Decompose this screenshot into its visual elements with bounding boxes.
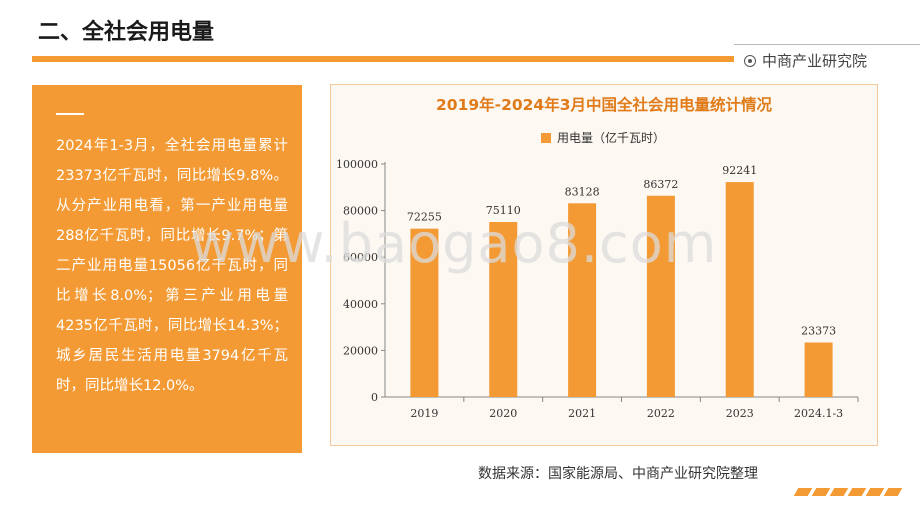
summary-text: 2024年1-3月，全社会用电量累计23373亿千瓦时，同比增长9.8%。从分产… [56, 138, 288, 394]
page-title: 二、全社会用电量 [38, 20, 215, 45]
summary-panel: 2024年1-3月，全社会用电量累计23373亿千瓦时，同比增长9.8%。从分产… [32, 85, 302, 453]
chart-title: 2019年-2024年3月中国全社会用电量统计情况 [436, 96, 772, 114]
bar-value-label: 23373 [801, 325, 836, 338]
data-source: 数据来源：国家能源局、中商产业研究院整理 [478, 466, 758, 482]
y-tick-label: 20000 [343, 344, 378, 357]
x-tick-label: 2020 [489, 407, 517, 420]
legend-label: 用电量（亿千瓦时） [557, 131, 666, 145]
chart-legend: 用电量（亿千瓦时） [541, 129, 665, 146]
y-tick-label: 80000 [343, 205, 378, 218]
header-divider [734, 44, 920, 45]
legend-swatch [541, 132, 551, 143]
bar-value-label: 72255 [407, 211, 442, 224]
bar-value-label: 75110 [486, 204, 521, 217]
bar [646, 195, 675, 397]
bar [725, 182, 754, 397]
bar [568, 203, 597, 397]
x-tick-label: 2021 [568, 407, 596, 420]
bar [410, 228, 439, 397]
bar-value-label: 92241 [722, 164, 757, 177]
decorative-stripes [793, 488, 920, 500]
brand-logo-icon [744, 54, 756, 67]
y-tick-label: 40000 [343, 298, 378, 311]
brand: 中商产业研究院 [744, 50, 867, 71]
y-tick-label: 60000 [343, 251, 378, 264]
x-tick-label: 2023 [726, 407, 754, 420]
y-tick-label: 100000 [336, 158, 378, 171]
x-tick-label: 2019 [410, 407, 438, 420]
bar-chart: 0 20000 40000 60000 80000 100000 72255 2019 7511… [336, 158, 859, 420]
brand-name: 中商产业研究院 [762, 52, 868, 70]
bar-value-label: 83128 [565, 185, 600, 198]
bar-value-label: 86372 [643, 178, 678, 191]
x-tick-label: 2022 [647, 407, 675, 420]
title-underline [32, 56, 734, 62]
bar [804, 342, 833, 397]
y-tick-label: 0 [371, 391, 378, 404]
summary-dash [56, 113, 84, 115]
x-tick-label: 2024.1-3 [794, 407, 843, 420]
bar [489, 221, 518, 397]
